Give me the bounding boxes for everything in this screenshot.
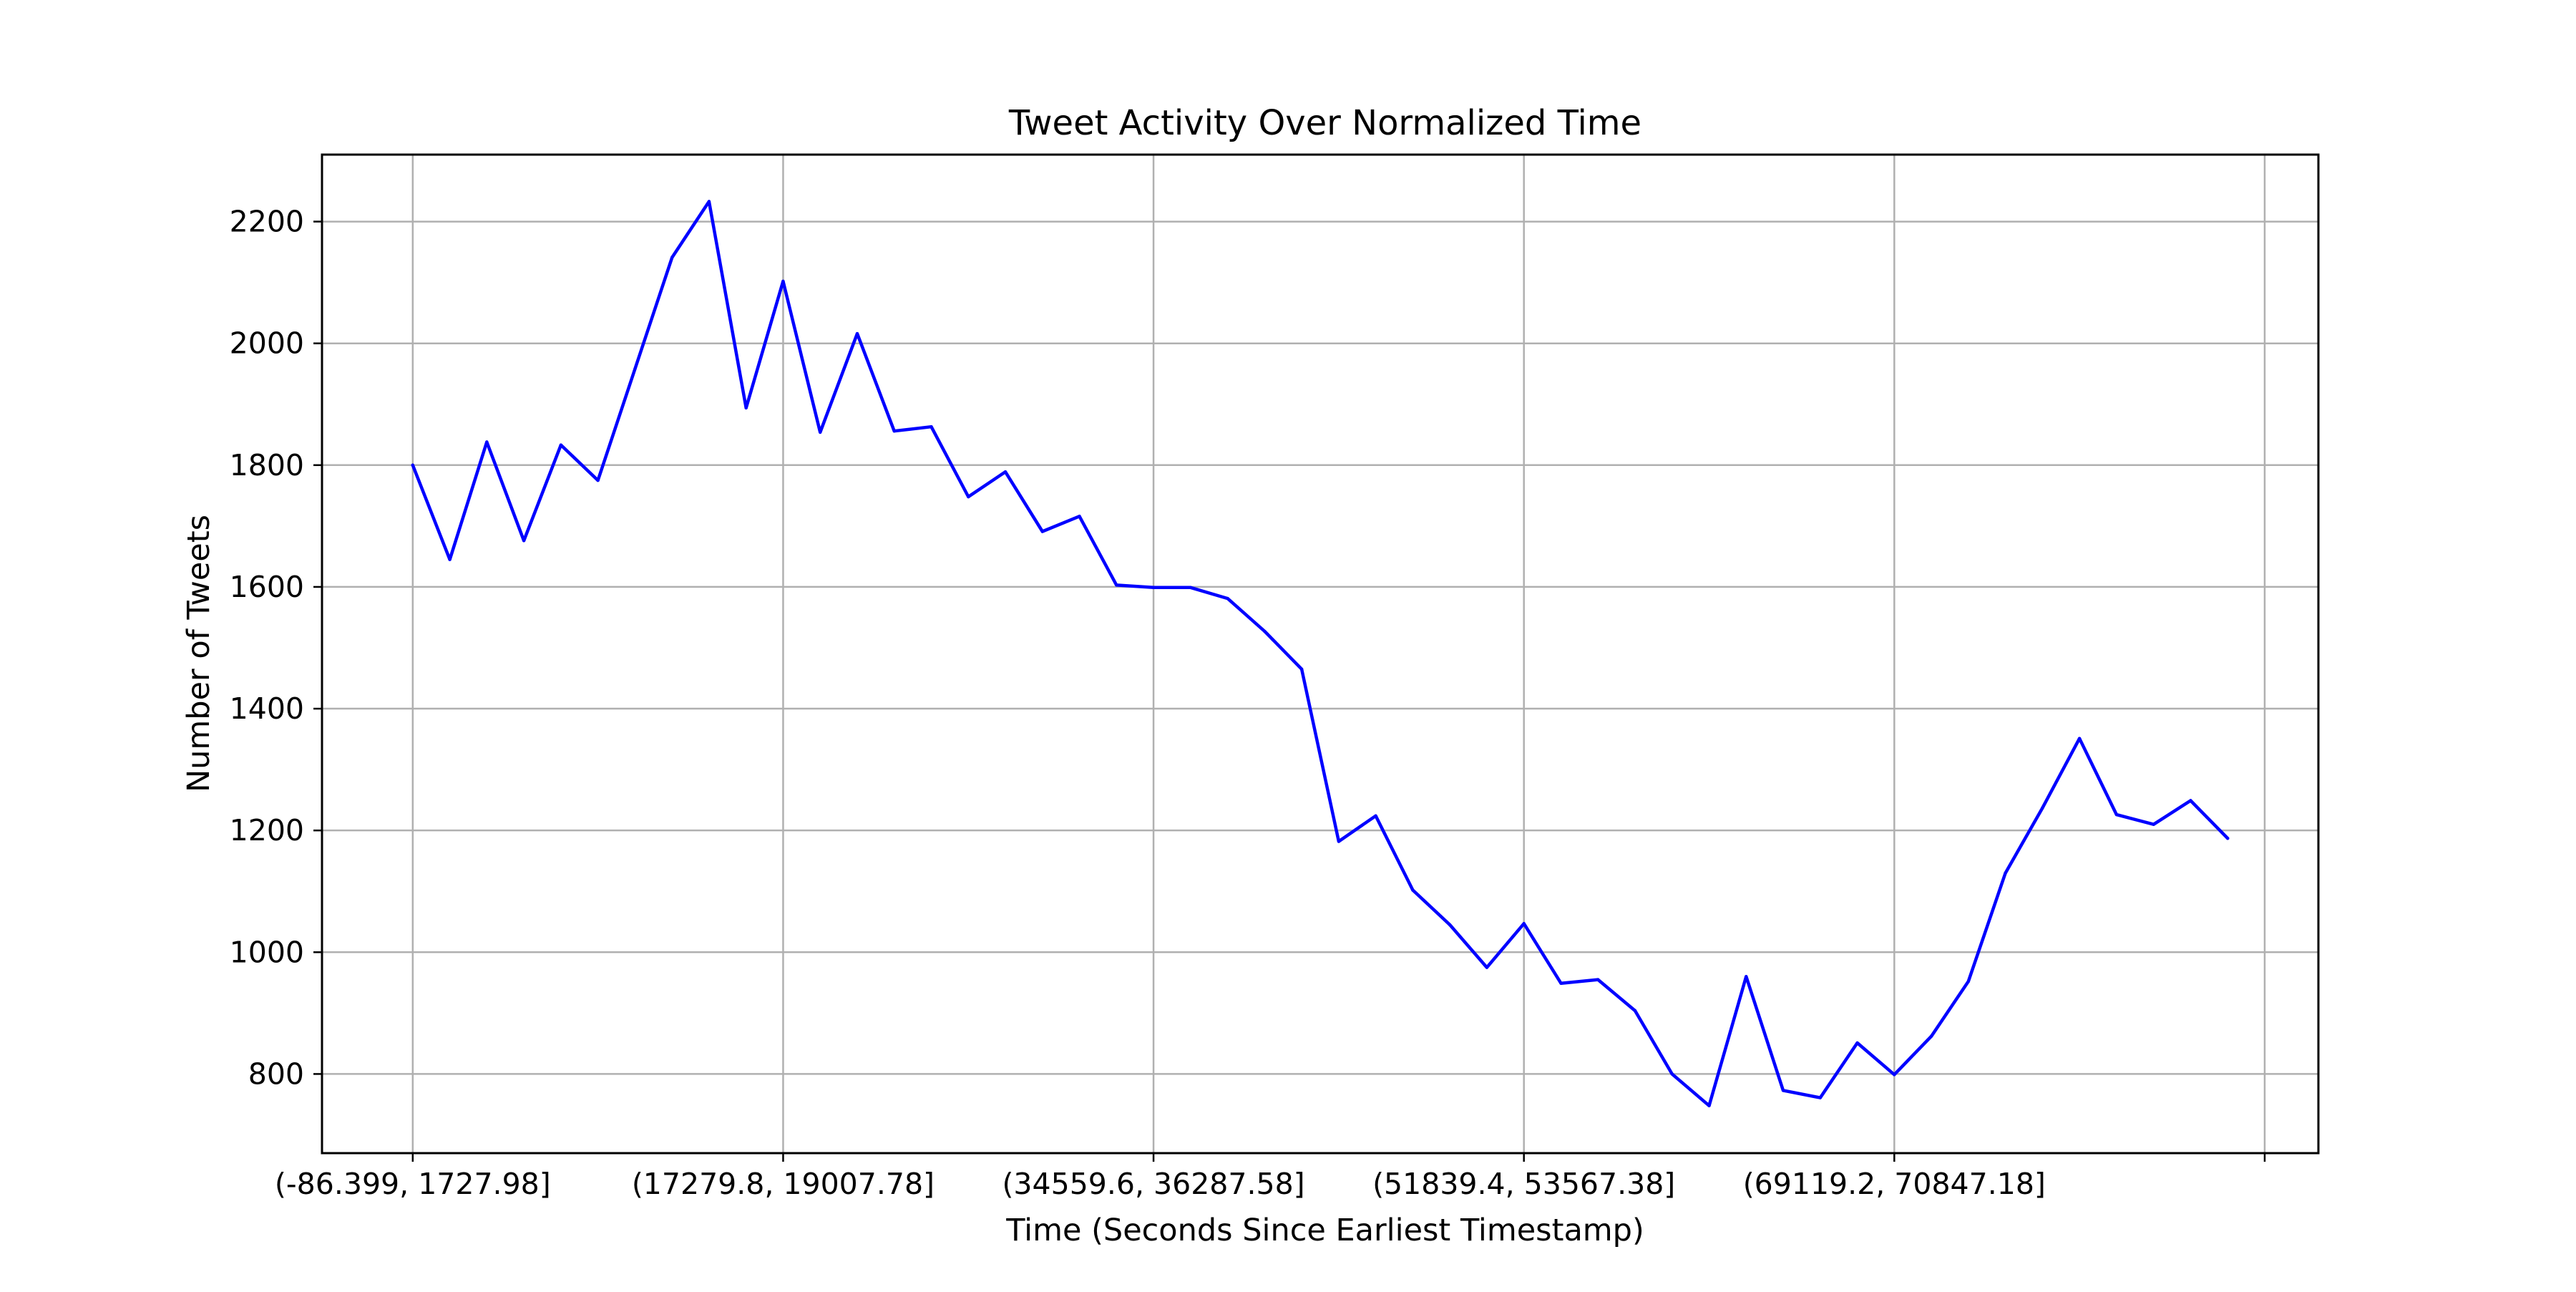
data-point: [522, 539, 526, 543]
data-point: [892, 429, 896, 433]
y-tick-label: 1000: [230, 935, 304, 969]
data-point: [967, 495, 970, 499]
chart-title: Tweet Activity Over Normalized Time: [1008, 103, 1641, 143]
data-point: [1078, 515, 1081, 518]
data-point: [2041, 806, 2044, 810]
x-tick-label: (-86.399, 1727.98]: [275, 1167, 551, 1201]
data-point: [1448, 923, 1452, 927]
x-tick-label: (51839.4, 53567.38]: [1372, 1167, 1675, 1201]
data-point: [1818, 1096, 1822, 1099]
y-tick-label: 2200: [230, 205, 304, 239]
data-point: [633, 367, 637, 371]
data-point: [781, 279, 785, 283]
data-point: [2152, 822, 2155, 826]
grid-layer: [322, 155, 2318, 1153]
y-tick-label: 1200: [230, 813, 304, 847]
ticks-layer: 800 1000 1200 1400 1600 1800 2000 2200 (-86.399,…: [230, 205, 2266, 1201]
data-point: [819, 430, 822, 434]
plot-frame: [321, 153, 2320, 1155]
data-point: [1893, 1073, 1896, 1077]
data-point: [1003, 470, 1008, 474]
y-tick-label: 800: [248, 1057, 304, 1091]
y-tick-label: 1800: [230, 448, 304, 482]
data-point: [485, 440, 489, 444]
data-point: [707, 200, 711, 203]
x-tick-label: (34559.6, 36287.58]: [1002, 1167, 1304, 1201]
data-point: [670, 256, 674, 259]
data-point: [1151, 586, 1156, 589]
data-point: [411, 463, 415, 467]
data-point: [1929, 1034, 1933, 1038]
x-axis-label: Time (Seconds Since Earliest Timestamp): [1005, 1213, 1644, 1248]
data-point: [1411, 888, 1415, 892]
data-point: [1781, 1089, 1785, 1092]
x-tick-label: (17279.8, 19007.78]: [632, 1167, 935, 1201]
data-point: [1855, 1041, 1859, 1045]
data-point: [744, 406, 748, 410]
data-point: [2077, 737, 2082, 740]
series-layer: [411, 200, 2230, 1107]
data-point: [855, 331, 859, 336]
data-point: [1670, 1072, 1674, 1076]
x-tick-label: (69119.2, 70847.18]: [1743, 1167, 2046, 1201]
data-point: [596, 478, 600, 482]
data-point: [448, 558, 452, 561]
data-point: [1596, 978, 1600, 981]
y-axis-label: Number of Tweets: [181, 515, 217, 792]
data-point: [1966, 979, 1971, 983]
data-point: [2225, 837, 2230, 840]
data-point: [1263, 629, 1267, 633]
data-point: [1040, 530, 1044, 533]
data-point: [1115, 583, 1118, 587]
data-point: [559, 443, 563, 447]
data-point: [1745, 975, 1748, 978]
data-point: [1337, 840, 1341, 843]
data-point: [1226, 596, 1229, 601]
data-point: [1707, 1104, 1711, 1107]
data-point: [1189, 586, 1193, 589]
y-tick-label: 2000: [230, 326, 304, 361]
data-point: [1633, 1009, 1637, 1013]
data-point: [1522, 922, 1526, 926]
series-line: [411, 200, 2230, 1107]
data-point: [2004, 871, 2007, 875]
data-point: [2114, 812, 2119, 817]
data-point: [1374, 814, 1377, 817]
data-point: [930, 425, 933, 429]
data-point: [1299, 667, 1304, 671]
data-point: [2189, 799, 2192, 802]
y-tick-label: 1600: [230, 570, 304, 604]
data-point: [1485, 966, 1489, 969]
y-tick-label: 1400: [230, 691, 304, 726]
data-point: [1559, 981, 1563, 985]
